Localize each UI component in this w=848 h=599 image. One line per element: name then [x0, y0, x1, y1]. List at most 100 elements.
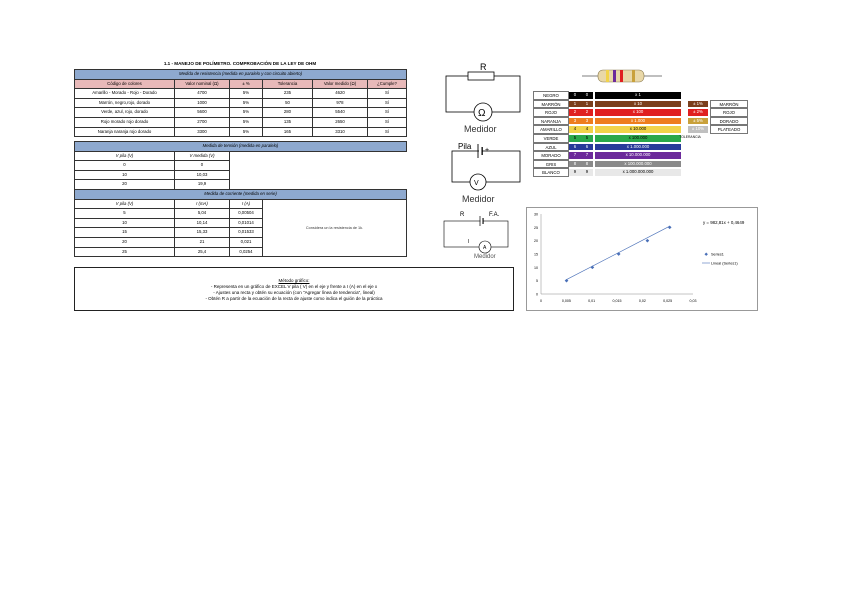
current-cell: 0,01014	[229, 217, 263, 229]
resistance-cell: 2650	[312, 116, 368, 128]
resistance-cell: 280	[262, 107, 313, 118]
color-mult-cell: x 10.000	[595, 126, 681, 133]
ohmmeter-symbol	[473, 102, 493, 122]
current-cell: 25	[74, 246, 175, 258]
tension-table: Medida de tensión (medida en paralelo) V…	[74, 141, 407, 190]
color-name: AZUL	[533, 142, 569, 152]
resistance-cell: 5%	[229, 126, 263, 138]
tension-cell: 10,03	[174, 169, 230, 181]
resistance-cell: 4700	[174, 88, 230, 99]
resistance-cell: 5%	[229, 116, 263, 128]
tension-cell: 0	[74, 160, 175, 171]
data-point	[564, 278, 569, 283]
y-tick-label: 5	[536, 279, 538, 283]
x-tick-label: 0,005	[562, 299, 571, 303]
resistance-header-3: Tolerancia	[262, 78, 313, 90]
current-table: Medida de corriente (medida en serie) V …	[73, 189, 408, 258]
color-mult-cell: x 1	[595, 92, 681, 99]
current-section-title: Medida de corriente (medida en serie)	[73, 189, 408, 200]
y-tick-label: 10	[534, 266, 538, 270]
color-d2-cell: 4	[581, 126, 593, 133]
y-tick-label: 15	[534, 253, 538, 257]
resistance-cell: 2700	[174, 116, 230, 128]
color-d1-cell: 1	[569, 100, 581, 108]
method-box: Método gráfico: - Representa en un gráfi…	[74, 267, 514, 311]
tension-cell: 0	[174, 160, 230, 171]
current-cell: 0,01533	[229, 227, 263, 238]
voltmeter-diagram: Pila + V Medidor	[451, 142, 521, 204]
resistor-symbol	[467, 71, 495, 81]
current-cell: 5,04	[174, 208, 230, 219]
color-d1-cell: 5	[569, 135, 581, 142]
color-mult-cell: x 100	[595, 109, 681, 116]
resistance-cell: 3310	[312, 126, 368, 138]
current-note: Considera un la resistencia de 1k.	[261, 198, 408, 258]
tolerance-name: DORADO	[710, 116, 748, 126]
resistance-cell: Naranja naranja rojo dorado	[74, 126, 175, 138]
tension-cell: 19,9	[174, 179, 230, 190]
resistance-header-0: Código de colores	[74, 78, 175, 90]
method-title: Método gráfico:	[278, 278, 310, 283]
color-mult-cell: x 10	[595, 100, 681, 108]
color-d2-cell: 3	[581, 117, 593, 125]
trend-equation: y = 982,81x + 0,4649	[703, 220, 745, 225]
ammeter-diagram: R F.A. I A Medidor	[443, 212, 509, 260]
color-d2-cell: 8	[581, 160, 593, 168]
y-tick-label: 30	[534, 213, 538, 217]
resistance-cell: 5%	[229, 97, 263, 109]
meter-label-1: Medidor	[464, 124, 497, 134]
tension-empty	[230, 161, 407, 171]
resistance-cell: 1000	[174, 97, 230, 109]
resistance-cell: 5%	[229, 88, 263, 99]
ohm-chart: 0 5 10 15 20 25 30 0 0,005 0,01 0,015 0,02 0,025 0,03…	[526, 207, 758, 311]
color-d1-cell: 2	[569, 109, 581, 116]
resistance-cell: Amarillo - Morado - Rojo - Dorado	[74, 88, 175, 99]
color-d1-cell: 8	[569, 160, 581, 168]
current-cell: 10	[74, 217, 175, 229]
x-tick-label: 0,015	[613, 299, 622, 303]
resistance-cell: Sí	[366, 126, 408, 138]
table-row: Marrón, negro,rojo, dorado 1000 5% 50 978 Sí	[74, 97, 408, 109]
ohm-symbol: Ω	[478, 108, 486, 119]
tolerance-name: MARRÓN	[710, 99, 748, 109]
resistance-cell: Sí	[366, 107, 408, 118]
y-tick-label: 25	[534, 226, 538, 230]
current-cell: 0,0254	[229, 246, 263, 258]
table-row: Naranja naranja rojo dorado 3300 5% 165 3310…	[74, 126, 408, 138]
tolerance-value: ± 1%	[688, 100, 708, 108]
tension-section-title: Medida de tensión (medida en paralelo)	[74, 141, 407, 152]
color-mult-cell: x 100.000	[595, 135, 681, 142]
resistance-cell: 3300	[174, 126, 230, 138]
x-tick-label: 0	[540, 299, 542, 303]
resistance-header-5: ¿Cumple?	[366, 78, 408, 90]
tolerance-value: ± 2%	[688, 109, 708, 116]
color-d2-cell: 0	[581, 92, 593, 99]
ohmmeter-diagram: R Ω Medidor	[445, 62, 521, 134]
r-label: R	[480, 62, 487, 72]
table-row: 25 25,4 0,0254	[74, 246, 407, 258]
resistance-cell: 135	[262, 116, 313, 128]
resistance-cell: 165	[262, 126, 313, 138]
current-cell: 15,33	[174, 227, 230, 238]
table-row: Verde, azul, rojo, dorado 5600 5% 280 5540 Sí	[74, 107, 408, 118]
resistance-cell: 5540	[312, 107, 368, 118]
x-tick-label: 0,025	[663, 299, 672, 303]
color-d1-cell: 4	[569, 126, 581, 133]
d3-meter-label: Medidor	[474, 254, 496, 260]
legend-series1: Series1	[711, 253, 724, 257]
color-d2-cell: 7	[581, 152, 593, 159]
data-point	[667, 225, 672, 230]
current-cell: 0,021	[229, 236, 263, 248]
pila-label: Pila	[458, 142, 472, 151]
resistance-cell: 235	[262, 88, 313, 99]
resistance-section-title: Medida de resistencia (medida en paralel…	[73, 69, 408, 80]
current-cell: 10,14	[174, 217, 230, 229]
voltmeter-symbol	[469, 173, 487, 191]
color-d1-cell: 6	[569, 143, 581, 151]
color-d2-cell: 6	[581, 143, 593, 151]
tension-header-1: V medida (V)	[174, 150, 230, 162]
color-d2-cell: 1	[581, 100, 593, 108]
current-header-0: V pila (V)	[74, 198, 175, 210]
resistance-table: Medida de resistencia (medida en paralel…	[73, 69, 408, 138]
color-mult-cell: x 1.000	[595, 117, 681, 125]
